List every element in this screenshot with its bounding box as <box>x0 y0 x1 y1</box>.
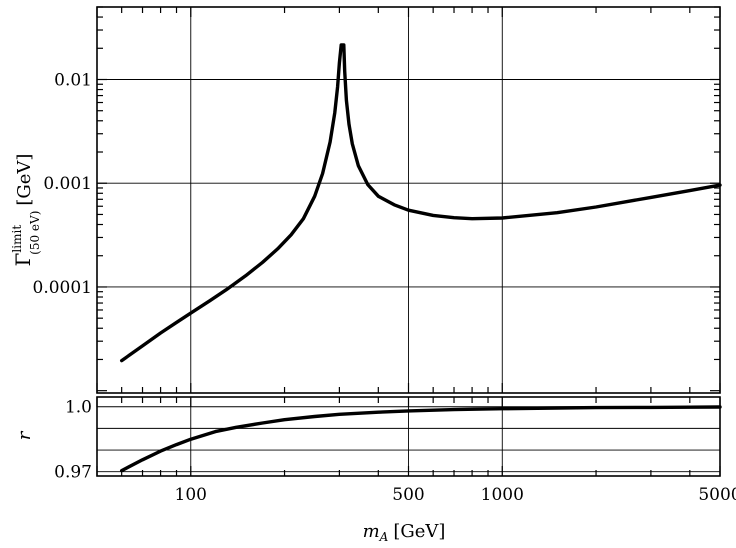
bottom-ytick-label-1: 1.0 <box>65 398 92 418</box>
xtick-label-0: 100 <box>175 485 207 505</box>
bottom-panel: 0.97 1.0 100 500 1000 5000 <box>54 396 736 505</box>
bottom-series-line <box>120 405 722 473</box>
y-axis-title-symbol: Γ <box>11 252 35 266</box>
xtick-label-1: 500 <box>392 485 424 505</box>
xtick-label-2: 1000 <box>481 485 524 505</box>
xtick-label-3: 5000 <box>698 485 736 505</box>
y-axis-title-bottom: r <box>14 430 35 440</box>
x-axis-title-subscript: A <box>379 530 389 544</box>
x-axis-title: mA [GeV] <box>363 521 446 544</box>
y-axis-title-superscript: limit <box>10 225 24 253</box>
bottom-panel-frame <box>96 396 721 477</box>
x-axis-title-symbol: m <box>363 521 380 542</box>
x-axis-title-unit: [GeV] <box>393 521 445 542</box>
top-ytick-label-1: 0.001 <box>43 174 92 194</box>
bottom-ytick-label-0: 0.97 <box>54 463 92 483</box>
top-panel: 0.0001 0.001 0.01 <box>33 6 722 394</box>
y-axis-title-top: Γlimit (50 eV) [GeV] <box>10 154 42 267</box>
top-panel-frame <box>96 6 721 394</box>
top-series-line <box>120 43 722 363</box>
svg-text:Γlimit(50 eV)[GeV]: Γlimit (50 eV) [GeV] <box>10 154 42 267</box>
y-axis-title-subscript: (50 eV) <box>28 211 42 255</box>
y-axis-title-unit: [GeV] <box>14 154 35 206</box>
top-ytick-label-0: 0.0001 <box>33 278 92 298</box>
top-ytick-label-2: 0.01 <box>54 71 92 91</box>
